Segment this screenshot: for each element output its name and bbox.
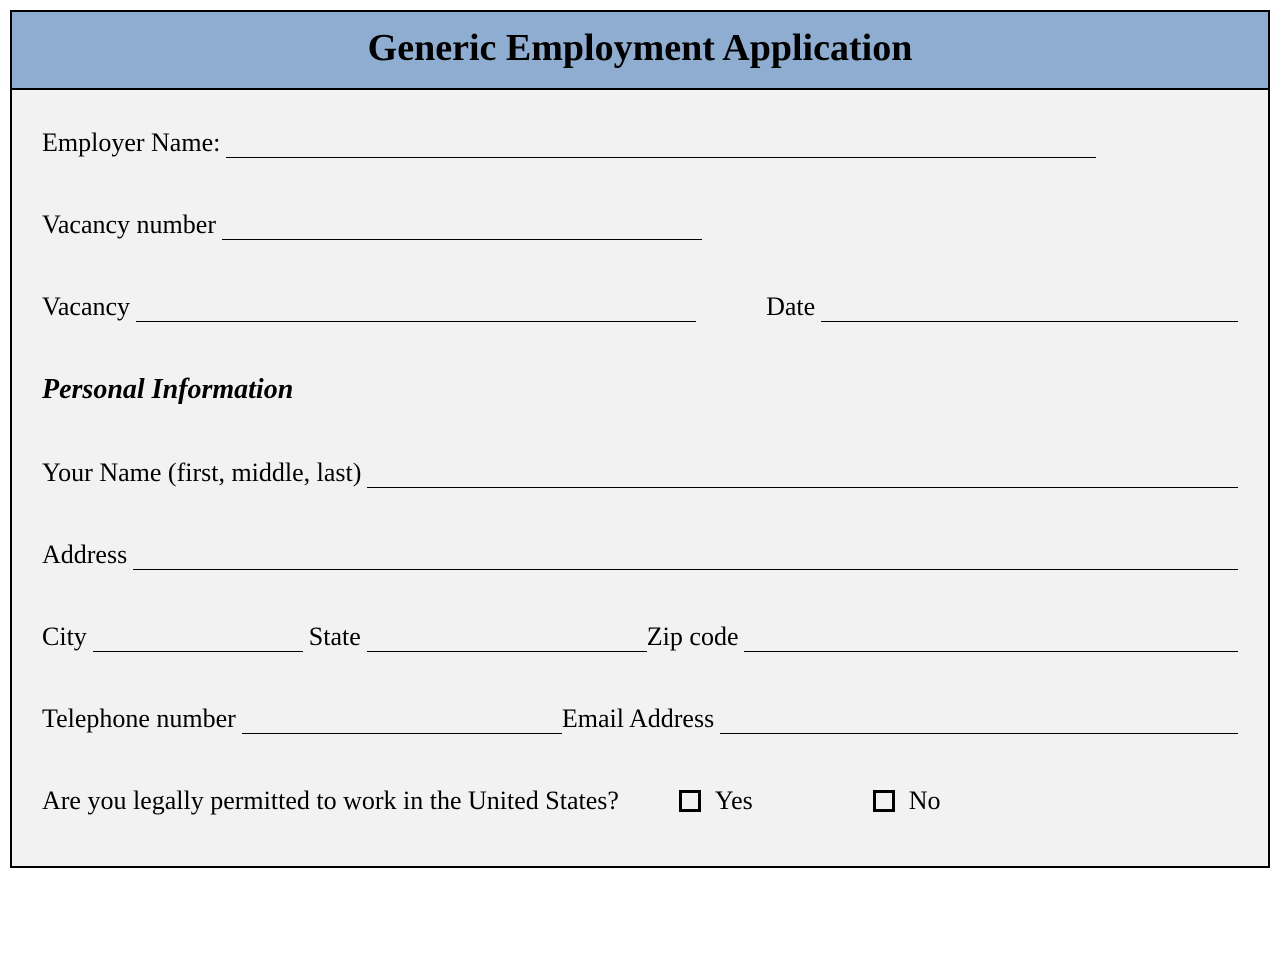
vacancy-number-input-line[interactable] bbox=[222, 211, 702, 240]
no-label: No bbox=[909, 786, 941, 816]
row-your-name: Your Name (first, middle, last) bbox=[42, 458, 1238, 488]
email-label: Email Address bbox=[562, 704, 720, 734]
vacancy-label: Vacancy bbox=[42, 292, 136, 322]
zip-input-line[interactable] bbox=[744, 623, 1238, 652]
row-vacancy-number: Vacancy number bbox=[42, 210, 1238, 240]
state-label: State bbox=[303, 622, 367, 652]
checkbox-no[interactable] bbox=[873, 790, 895, 812]
telephone-input-line[interactable] bbox=[242, 705, 562, 734]
row-phone-email: Telephone number Email Address bbox=[42, 704, 1238, 734]
employment-application-form: Generic Employment Application Employer … bbox=[10, 10, 1270, 868]
section-personal-info: Personal Information bbox=[42, 374, 1238, 406]
date-input-line[interactable] bbox=[821, 293, 1238, 322]
row-address: Address bbox=[42, 540, 1238, 570]
vacancy-input-line[interactable] bbox=[136, 293, 696, 322]
work-permit-question: Are you legally permitted to work in the… bbox=[42, 786, 679, 816]
state-input-line[interactable] bbox=[367, 623, 647, 652]
form-body: Employer Name: Vacancy number Vacancy Da… bbox=[12, 90, 1268, 866]
your-name-label: Your Name (first, middle, last) bbox=[42, 458, 367, 488]
city-label: City bbox=[42, 622, 93, 652]
option-no[interactable]: No bbox=[873, 786, 941, 816]
employer-name-input-line[interactable] bbox=[226, 129, 1096, 158]
email-input-line[interactable] bbox=[720, 705, 1238, 734]
address-input-line[interactable] bbox=[133, 541, 1238, 570]
date-label: Date bbox=[766, 292, 821, 322]
vacancy-number-label: Vacancy number bbox=[42, 210, 222, 240]
row-work-permit: Are you legally permitted to work in the… bbox=[42, 786, 1238, 816]
employer-name-label: Employer Name: bbox=[42, 128, 226, 158]
row-employer-name: Employer Name: bbox=[42, 128, 1238, 158]
telephone-label: Telephone number bbox=[42, 704, 242, 734]
yes-label: Yes bbox=[715, 786, 753, 816]
zip-label: Zip code bbox=[647, 622, 745, 652]
city-input-line[interactable] bbox=[93, 623, 303, 652]
option-yes[interactable]: Yes bbox=[679, 786, 753, 816]
form-title: Generic Employment Application bbox=[12, 26, 1268, 70]
address-label: Address bbox=[42, 540, 133, 570]
your-name-input-line[interactable] bbox=[367, 459, 1238, 488]
row-vacancy-date: Vacancy Date bbox=[42, 292, 1238, 322]
form-header: Generic Employment Application bbox=[12, 12, 1268, 90]
checkbox-yes[interactable] bbox=[679, 790, 701, 812]
row-city-state-zip: City State Zip code bbox=[42, 622, 1238, 652]
